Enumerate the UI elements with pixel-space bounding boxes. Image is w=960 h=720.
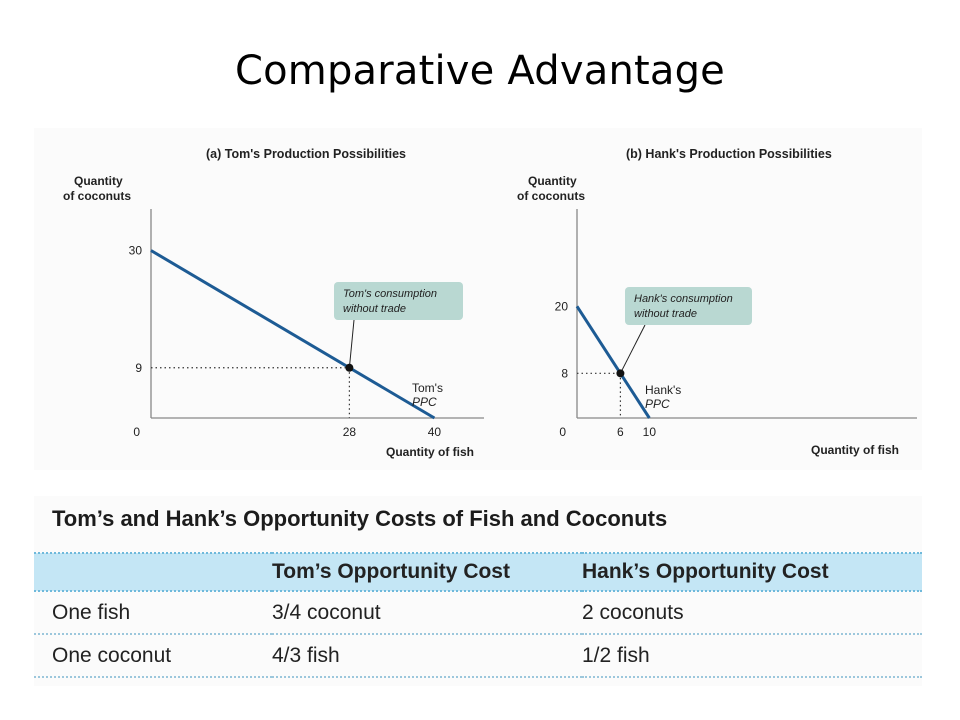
annotation-text: without trade	[634, 308, 697, 320]
table-cell: 2 coconuts	[582, 591, 922, 635]
ppc-charts: (a) Tom's Production Possibilities Quanti…	[63, 147, 917, 459]
x-tick-label: 10	[643, 425, 657, 439]
annotation-pointer	[619, 324, 646, 374]
panel-title: (a) Tom's Production Possibilities	[206, 147, 406, 161]
annotation-box	[625, 287, 752, 325]
charts-area: (a) Tom's Production Possibilities Quanti…	[34, 128, 922, 470]
table-row: One coconut 4/3 fish 1/2 fish	[34, 634, 922, 678]
y-axis-label: of coconuts	[517, 189, 585, 203]
table-cell: 1/2 fish	[582, 634, 922, 678]
table-cell: One fish	[34, 591, 272, 635]
annotation-text: Hank's consumption	[634, 293, 733, 305]
opportunity-cost-table: Tom’s Opportunity Cost Hank’s Opportunit…	[34, 552, 922, 678]
consumption-point	[616, 369, 625, 378]
consumption-point	[345, 363, 354, 372]
table-title: Tom’s and Hank’s Opportunity Costs of Fi…	[52, 506, 668, 531]
annotation-box	[334, 282, 463, 320]
y-tick-label: 8	[561, 366, 568, 380]
table-row: One fish 3/4 coconut 2 coconuts	[34, 591, 922, 635]
table-header-row: Tom’s Opportunity Cost Hank’s Opportunit…	[34, 552, 922, 592]
table-cell: 4/3 fish	[272, 634, 582, 678]
x-tick-label: 6	[617, 425, 624, 439]
ppc-line	[150, 249, 436, 420]
annotation-pointer	[348, 319, 355, 368]
y-axis-label: Quantity	[74, 174, 123, 188]
table-cell: 3/4 coconut	[272, 591, 582, 635]
ppc-label: Hank's	[645, 383, 681, 397]
y-tick-label: 30	[129, 244, 143, 258]
table-cell: One coconut	[34, 634, 272, 678]
x-tick-label: 40	[428, 425, 442, 439]
annotation-text: Tom's consumption	[343, 288, 437, 300]
y-axis-label: of coconuts	[63, 189, 131, 203]
table-header-cell: Hank’s Opportunity Cost	[582, 552, 922, 592]
panel-title: (b) Hank's Production Possibilities	[626, 147, 832, 161]
origin-label: 0	[559, 425, 566, 439]
ppc-label: PPC	[645, 397, 670, 411]
x-tick-label: 28	[343, 425, 357, 439]
annotation-text: without trade	[343, 303, 406, 315]
x-axis-label: Quantity of fish	[811, 443, 899, 457]
slide-title: Comparative Advantage	[234, 48, 725, 94]
x-axis-label: Quantity of fish	[386, 445, 474, 459]
y-tick-label: 20	[555, 299, 569, 313]
table-header-cell: Tom’s Opportunity Cost	[272, 552, 582, 592]
ppc-line	[575, 305, 651, 419]
ppc-label: PPC	[412, 395, 437, 409]
ppc-label: Tom's	[412, 381, 443, 395]
y-tick-label: 9	[135, 361, 142, 375]
origin-label: 0	[133, 425, 140, 439]
y-axis-label: Quantity	[528, 174, 577, 188]
opportunity-cost-table-section: Tom’s and Hank’s Opportunity Costs of Fi…	[34, 496, 922, 686]
table-header-cell	[34, 552, 272, 592]
